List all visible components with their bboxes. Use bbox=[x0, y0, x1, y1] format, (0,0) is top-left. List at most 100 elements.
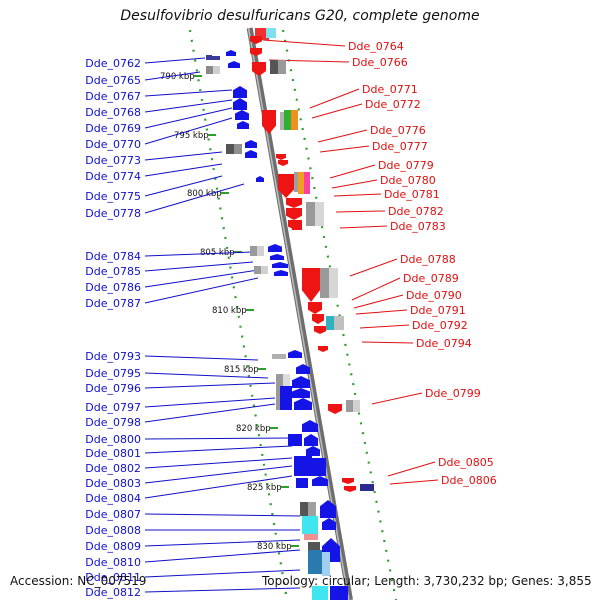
gene-label-right: Dde_0771 bbox=[362, 83, 418, 96]
gene-leader-left bbox=[144, 71, 201, 81]
gene-leader-left bbox=[144, 277, 259, 304]
gene-feature bbox=[274, 270, 288, 276]
gene-feature bbox=[272, 262, 288, 268]
gene-leader-left bbox=[144, 355, 259, 361]
gene-leader-left bbox=[144, 539, 301, 547]
gene-feature bbox=[286, 208, 302, 220]
gene-label-right: Dde_0788 bbox=[400, 253, 456, 266]
gene-label-right: Dde_0776 bbox=[370, 124, 426, 137]
gene-feature bbox=[245, 150, 257, 158]
gene-feature bbox=[206, 55, 220, 60]
kbp-label: 795 kbp bbox=[174, 131, 209, 141]
gene-feature bbox=[329, 268, 338, 298]
gene-feature bbox=[291, 110, 298, 130]
gene-leader-left bbox=[144, 57, 206, 64]
gene-label-left: Dde_0797 bbox=[85, 401, 141, 414]
gene-label-right: Dde_0805 bbox=[438, 456, 494, 469]
gene-leader-right bbox=[387, 461, 436, 477]
gene-label-left: Dde_0807 bbox=[85, 508, 141, 521]
gene-leader-left bbox=[144, 251, 254, 257]
gene-feature bbox=[292, 388, 310, 398]
gene-feature bbox=[226, 144, 234, 154]
gene-feature bbox=[284, 110, 291, 130]
gene-leader-left bbox=[144, 465, 293, 484]
gene-feature bbox=[353, 400, 360, 412]
gene-leader-right bbox=[333, 193, 382, 197]
gene-feature bbox=[276, 154, 286, 160]
gene-feature bbox=[252, 62, 266, 76]
gene-label-right: Dde_0764 bbox=[348, 40, 404, 53]
gene-leader-left bbox=[144, 587, 301, 593]
gene-label-right: Dde_0780 bbox=[380, 174, 436, 187]
gene-feature bbox=[308, 550, 322, 574]
gene-leader-left bbox=[144, 513, 301, 517]
gene-leader-left bbox=[144, 457, 293, 469]
gene-feature bbox=[280, 386, 292, 410]
gene-feature bbox=[294, 398, 312, 410]
gene-label-right: Dde_0782 bbox=[388, 205, 444, 218]
gene-feature bbox=[272, 354, 286, 359]
gene-feature bbox=[322, 518, 336, 530]
gene-feature bbox=[302, 420, 318, 432]
gene-leader-right bbox=[355, 309, 408, 315]
gene-feature bbox=[254, 266, 261, 274]
gene-feature bbox=[262, 110, 276, 134]
gene-feature bbox=[318, 346, 328, 352]
gene-feature bbox=[346, 400, 353, 412]
gene-feature bbox=[276, 374, 283, 410]
gene-label-left: Dde_0796 bbox=[85, 382, 141, 395]
kbp-label: 825 kbp bbox=[247, 483, 282, 493]
gene-label-right: Dde_0792 bbox=[412, 319, 468, 332]
gene-feature bbox=[270, 254, 284, 260]
gene-feature bbox=[296, 364, 310, 374]
gene-feature bbox=[308, 502, 316, 516]
gene-label-left: Dde_0809 bbox=[85, 540, 141, 553]
gene-feature bbox=[312, 476, 328, 486]
gene-label-right: Dde_0791 bbox=[410, 304, 466, 317]
gene-leader-left bbox=[144, 549, 301, 563]
gene-leader-left bbox=[144, 99, 233, 113]
gene-feature bbox=[294, 456, 312, 476]
genome-title: Desulfovibrio desulfuricans G20, complet… bbox=[120, 8, 480, 24]
gene-feature bbox=[294, 172, 298, 192]
gene-feature bbox=[302, 516, 318, 534]
gene-feature bbox=[250, 36, 262, 44]
gene-label-left: Dde_0793 bbox=[85, 350, 141, 363]
gene-label-left: Dde_0765 bbox=[85, 74, 141, 87]
topology-label: Topology: circular; Length: 3,730,232 bp… bbox=[262, 574, 592, 588]
gene-leader-left bbox=[144, 372, 269, 379]
gene-label-left: Dde_0811 bbox=[85, 571, 141, 584]
gene-leader-right bbox=[359, 324, 410, 329]
gene-feature bbox=[250, 48, 262, 56]
gene-label-left: Dde_0786 bbox=[85, 281, 141, 294]
gene-label-left: Dde_0801 bbox=[85, 447, 141, 460]
gene-feature bbox=[234, 144, 242, 154]
kbp-label: 830 kbp bbox=[257, 542, 292, 552]
gene-feature bbox=[360, 484, 374, 491]
gene-leader-left bbox=[144, 261, 254, 272]
gene-feature bbox=[278, 174, 294, 198]
gene-leader-left bbox=[144, 107, 233, 129]
gene-leader-left bbox=[144, 569, 301, 578]
gene-label-right: Dde_0772 bbox=[365, 98, 421, 111]
gene-feature bbox=[304, 534, 318, 540]
gene-feature bbox=[328, 404, 342, 414]
gene-leader-right bbox=[349, 258, 398, 277]
gene-leader-right bbox=[335, 210, 386, 213]
gene-label-left: Dde_0767 bbox=[85, 90, 141, 103]
gene-feature bbox=[288, 434, 302, 446]
gene-leader-right bbox=[329, 164, 376, 179]
gene-feature bbox=[256, 176, 264, 182]
gene-feature bbox=[315, 202, 324, 226]
gene-leader-right bbox=[309, 88, 360, 109]
gene-label-left: Dde_0762 bbox=[85, 57, 141, 70]
gene-label-left: Dde_0778 bbox=[85, 207, 141, 220]
gene-leader-right bbox=[339, 225, 388, 229]
gene-leader-right bbox=[319, 145, 370, 153]
gene-feature bbox=[278, 160, 288, 166]
gene-leader-left bbox=[144, 269, 259, 288]
gene-label-right: Dde_0783 bbox=[390, 220, 446, 233]
gene-leader-left bbox=[144, 445, 293, 454]
